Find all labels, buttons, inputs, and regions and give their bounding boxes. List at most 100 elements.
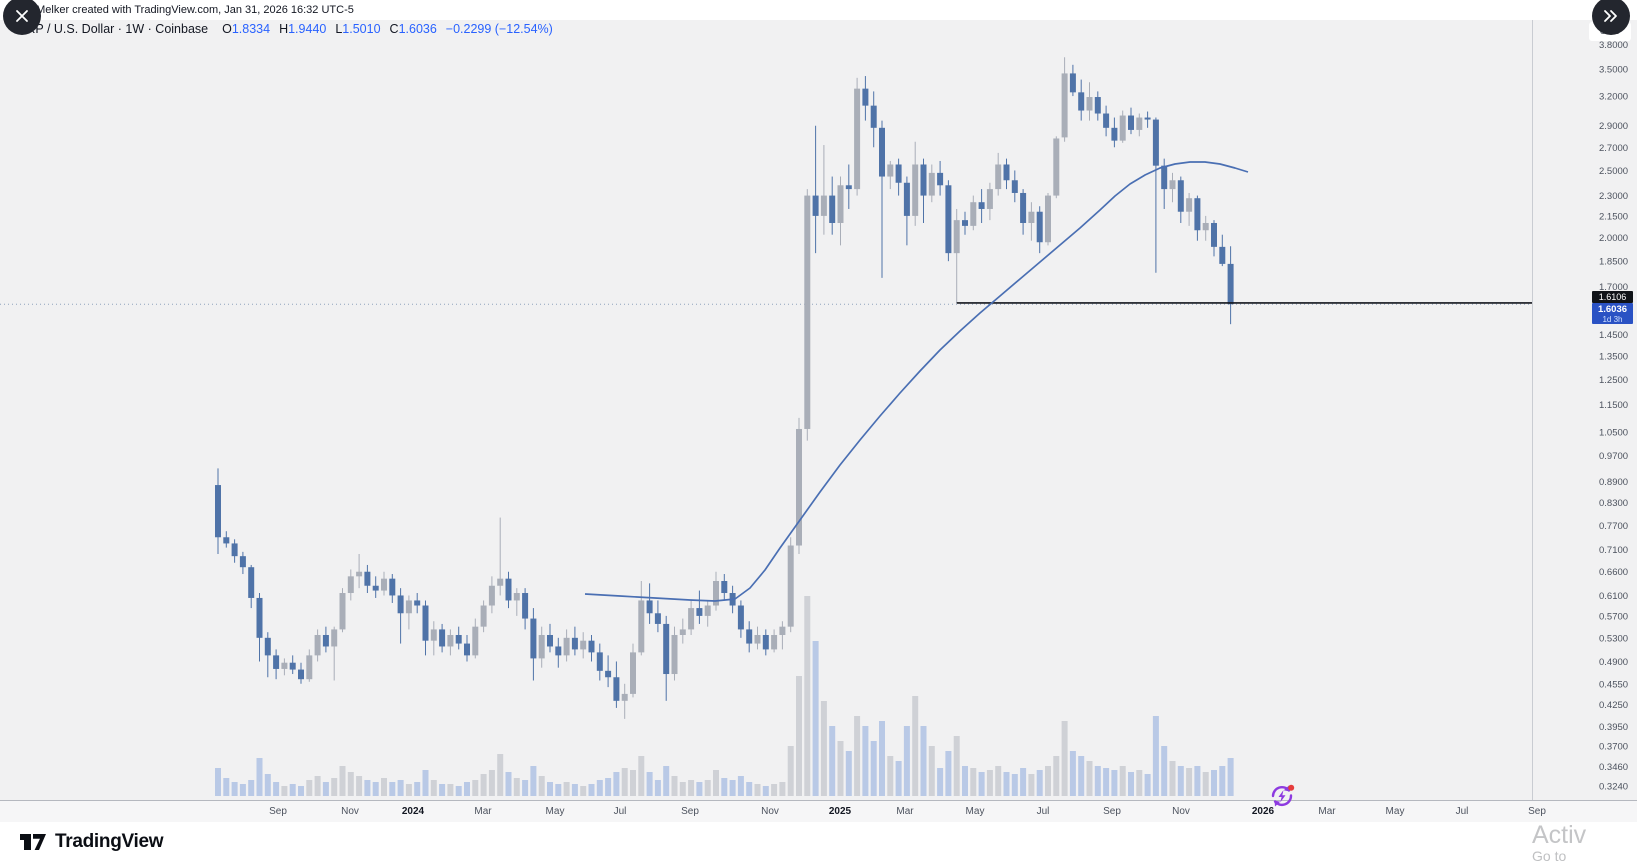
candle-body — [422, 605, 429, 641]
candle-body — [779, 626, 786, 635]
candle-body — [1011, 180, 1018, 193]
price-line-badge[interactable]: 1.6106 — [1592, 291, 1633, 303]
volume-bar — [571, 784, 578, 796]
volume-bar — [679, 782, 686, 796]
volume-bar — [538, 776, 545, 796]
candle-body — [522, 593, 529, 619]
candle-body — [903, 182, 910, 216]
candle-body — [1094, 97, 1101, 114]
volume-bar — [621, 768, 628, 796]
tradingview-logo[interactable]: TradingView — [20, 831, 164, 853]
volume-bar — [746, 782, 753, 796]
volume-bar — [1202, 772, 1209, 796]
volume-bar — [1169, 761, 1176, 796]
time-tick: Jul — [1455, 806, 1469, 817]
candle-body — [1045, 195, 1051, 243]
candle-body — [347, 576, 354, 594]
candle-body — [306, 655, 313, 680]
volume-bar — [505, 772, 512, 796]
chart-title: Scott Melker created with TradingView.co… — [8, 4, 354, 16]
change-value: −0.2299 (−12.54%) — [445, 22, 553, 36]
volume-bar — [986, 770, 993, 796]
close-button[interactable] — [3, 0, 41, 35]
price-tick: 2.9000 — [1599, 121, 1628, 132]
volume-bar — [555, 784, 562, 796]
volume-bar — [754, 784, 761, 796]
candle-body — [696, 608, 703, 616]
candle-body — [970, 202, 977, 226]
refresh-lightning-icon[interactable] — [1268, 782, 1296, 810]
close-label: C — [389, 22, 399, 36]
candle-body — [671, 634, 678, 675]
volume-bar — [298, 786, 304, 796]
candle-body — [1111, 127, 1118, 141]
candle-body — [364, 571, 371, 586]
candle-body — [1227, 263, 1234, 305]
volume-bar — [1028, 774, 1035, 796]
price-tick: 1.2500 — [1599, 375, 1628, 386]
volume-bar — [231, 782, 238, 796]
candle-body — [1136, 117, 1143, 130]
volume-bar — [339, 766, 346, 796]
time-tick: Sep — [681, 806, 699, 817]
time-tick: Nov — [761, 806, 779, 817]
current-price-badge[interactable]: 1.6036 1d 3h — [1592, 303, 1633, 324]
candle-body — [879, 127, 885, 177]
volume-bar — [1011, 774, 1018, 796]
volume-bar — [937, 768, 944, 796]
price-tick: 0.7700 — [1599, 521, 1628, 532]
expand-button[interactable] — [1592, 0, 1630, 35]
volume-bar — [928, 746, 935, 796]
watermark-line2: Go to — [1532, 848, 1567, 864]
candle-body — [737, 605, 744, 630]
candle-body — [1086, 97, 1093, 111]
time-tick: 2025 — [828, 806, 852, 817]
volume-bar — [713, 770, 719, 796]
volume-bar — [854, 716, 861, 796]
volume-bar — [596, 780, 603, 796]
volume-bar — [372, 782, 379, 796]
candle-body — [812, 195, 819, 216]
candle-body — [621, 693, 628, 701]
volume-bar — [513, 778, 520, 796]
volume-bar — [978, 772, 985, 796]
volume-bar — [1186, 768, 1193, 796]
candle-body — [1194, 198, 1201, 231]
volume-bar — [215, 768, 221, 796]
volume-bar — [248, 780, 255, 796]
time-axis[interactable]: Sep Nov 2024 Mar May Jul Sep Nov 2025 Mar May Jul Se… — [0, 800, 1637, 823]
candle-body — [688, 608, 695, 630]
price-tick: 0.7100 — [1599, 545, 1628, 556]
candle-body — [1202, 222, 1209, 231]
candle-body — [978, 202, 985, 209]
volume-bar — [903, 726, 910, 796]
volume-bar — [1078, 756, 1085, 796]
price-tick: 1.1500 — [1599, 400, 1628, 411]
volume-bar — [522, 780, 529, 796]
volume-bar — [787, 746, 794, 796]
volume-bar — [314, 776, 321, 796]
candle-body — [1211, 222, 1217, 247]
candle-body — [1144, 117, 1151, 120]
candle-body — [381, 578, 387, 591]
volume-bar — [239, 784, 246, 796]
volume-bar — [1094, 766, 1101, 796]
volume-bar — [364, 780, 371, 796]
candle-body — [264, 637, 271, 656]
candle-body — [663, 623, 670, 675]
candle-body — [804, 195, 811, 429]
price-tick: 0.5700 — [1599, 611, 1628, 622]
time-tick: May — [1385, 806, 1405, 817]
open-value: 1.8334 — [231, 22, 271, 36]
volume-bar — [1119, 766, 1126, 796]
volume-bar — [223, 778, 230, 796]
volume-bar — [1177, 766, 1184, 796]
volume-bar — [430, 780, 437, 796]
volume-bar — [347, 772, 354, 796]
candle-body — [646, 600, 653, 614]
symbol-name: XRP / U.S. Dollar · 1W · Coinbase — [18, 22, 209, 36]
volume-bar — [1020, 768, 1027, 796]
candle-body — [721, 581, 728, 594]
volume-bar — [845, 751, 852, 796]
volume-bar — [580, 786, 587, 796]
